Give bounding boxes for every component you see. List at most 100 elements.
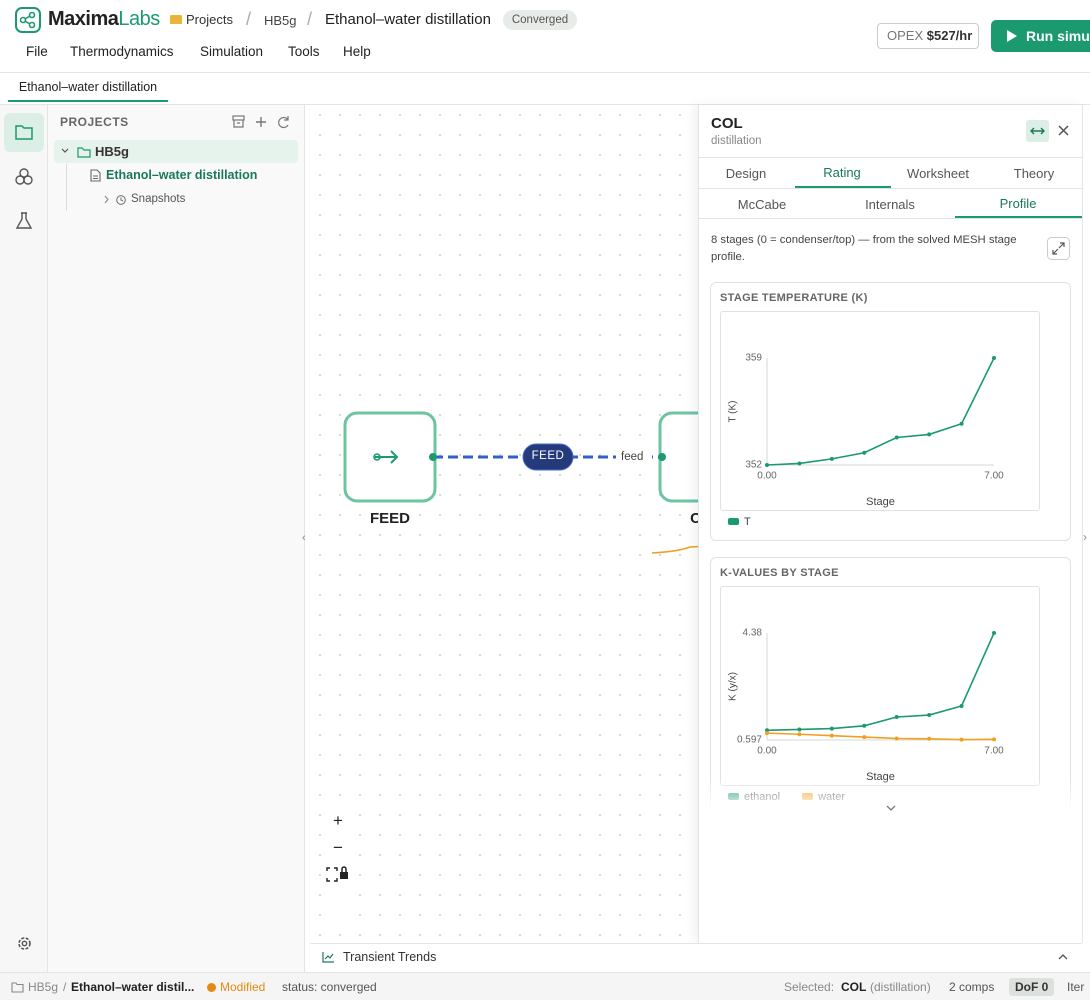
dof-badge: DoF 0	[1009, 978, 1055, 996]
data-point	[797, 461, 802, 466]
expand-handle[interactable]: ›	[1083, 530, 1087, 544]
rail-active[interactable]	[4, 113, 44, 152]
divider	[699, 157, 1082, 158]
y-axis-label: T (K)	[728, 400, 739, 422]
logo[interactable]	[15, 7, 41, 33]
panel-tab[interactable]: Worksheet	[907, 166, 969, 181]
panel-actions[interactable]	[1026, 120, 1076, 142]
zoom-controls: + −	[325, 807, 351, 917]
snapshot-icons	[104, 195, 126, 205]
brand[interactable]: MaximaLabs	[48, 8, 160, 31]
panel-subtab[interactable]: McCabe	[737, 197, 787, 212]
menu-item[interactable]: Tools	[288, 44, 320, 59]
zoom-in[interactable]: +	[333, 811, 343, 830]
divider	[0, 104, 1090, 105]
data-point	[959, 737, 964, 742]
lock[interactable]	[338, 861, 350, 888]
scroll-more[interactable]	[885, 804, 897, 812]
data-point	[829, 456, 834, 461]
status-text: status: converged	[282, 980, 377, 994]
data-point	[992, 737, 996, 742]
chart-frame	[720, 311, 1040, 511]
tree-item[interactable]: HB5g	[95, 144, 129, 159]
tree-row-selected[interactable]	[54, 140, 298, 163]
zoom-out[interactable]: −	[333, 838, 343, 857]
panel-subtab-active[interactable]: Profile	[999, 196, 1037, 211]
panel-tab-active[interactable]: Rating	[823, 165, 861, 180]
data-point	[765, 731, 769, 736]
trend-icon	[322, 952, 334, 963]
iter: Iter	[1067, 980, 1085, 994]
profile-description: 8 stages (0 = condenser/top) — from the …	[711, 234, 1017, 263]
tree-icons	[61, 147, 91, 158]
breadcrumb-item[interactable]: HB5g	[264, 13, 297, 28]
series-line	[766, 732, 995, 741]
data-point	[927, 736, 932, 741]
status-separator: /	[63, 980, 67, 994]
divider	[0, 72, 1090, 73]
menu-item[interactable]: File	[26, 44, 48, 59]
status-project: HB5g	[28, 980, 59, 994]
divider	[699, 188, 1082, 189]
panel-tab[interactable]: Theory	[1013, 166, 1055, 181]
chart-title: K-VALUES BY STAGE	[720, 567, 839, 579]
sidebar-actions[interactable]	[231, 114, 291, 130]
selected-label: Selected:	[784, 980, 835, 994]
panel-tab[interactable]: Design	[725, 166, 767, 181]
series-line	[766, 357, 995, 466]
panel-edge	[1082, 105, 1090, 943]
tree-item[interactable]: Ethanol–water distillation	[106, 168, 258, 182]
panel-title: COL	[711, 115, 743, 132]
status-bar: HB5g / Ethanol–water distil... Modified …	[0, 972, 1090, 1000]
tree-item[interactable]: Snapshots	[131, 193, 186, 205]
brand-main: Maxima	[48, 8, 119, 30]
legend-swatch	[728, 518, 739, 525]
edge-pill[interactable]	[522, 443, 574, 471]
legend-item: T	[728, 516, 751, 528]
settings-icon[interactable]	[16, 935, 33, 952]
selected-type: (distillation)	[870, 980, 931, 994]
x-tick-label: 7.00	[984, 471, 1004, 482]
y-tick-label: 4.38	[743, 628, 763, 639]
tree-guide	[66, 164, 67, 211]
product-stream	[651, 544, 730, 554]
sidebar-title: PROJECTS	[60, 115, 129, 129]
brand-accent: Labs	[118, 8, 160, 30]
bottom-panel[interactable]	[310, 943, 1082, 972]
x-axis-label: Stage	[866, 496, 895, 508]
rail-components-icon[interactable]	[14, 167, 34, 187]
status-document: Ethanol–water distil...	[71, 980, 195, 994]
menu-item[interactable]: Thermodynamics	[70, 44, 174, 59]
data-point	[894, 736, 899, 741]
breadcrumb-item[interactable]: Projects	[186, 12, 233, 27]
x-axis-label: Stage	[866, 771, 895, 783]
data-point	[765, 463, 769, 467]
data-point	[894, 715, 899, 720]
scroll-fade	[700, 780, 1080, 830]
node-label: FEED	[369, 510, 410, 527]
chart: 352 359 0.00 7.00 Stage T (K)	[728, 353, 1005, 508]
x-tick-label: 0.00	[757, 746, 777, 757]
edge-pill-label: FEED	[531, 450, 565, 462]
data-point	[959, 703, 964, 708]
rail-lab-icon[interactable]	[16, 212, 32, 230]
menu-item[interactable]: Help	[343, 44, 371, 59]
panel-subtab[interactable]: Internals	[865, 197, 915, 212]
chart: 0.597 4.38 0.00 7.00 Stage K (y/x)	[728, 628, 1005, 783]
run-button[interactable]: Run simulation	[991, 20, 1090, 52]
y-tick-label: 352	[745, 460, 762, 471]
data-point	[797, 727, 802, 732]
opex-value: $527/hr	[926, 28, 973, 43]
data-point	[894, 435, 899, 440]
collapse-handle[interactable]: ‹	[302, 532, 306, 544]
breadcrumb-current: Ethanol–water distillation	[325, 11, 491, 28]
data-point	[862, 735, 867, 740]
menu-item[interactable]: Simulation	[200, 44, 264, 59]
tab-underline	[795, 186, 891, 188]
document-tab[interactable]: Ethanol–water distillation	[8, 78, 168, 102]
bottom-panel-toggle[interactable]	[1057, 953, 1069, 961]
status-badge: Converged	[503, 10, 577, 30]
fit-view[interactable]	[326, 861, 338, 888]
legend-label: T	[744, 516, 751, 528]
expand-button[interactable]	[1047, 237, 1070, 260]
